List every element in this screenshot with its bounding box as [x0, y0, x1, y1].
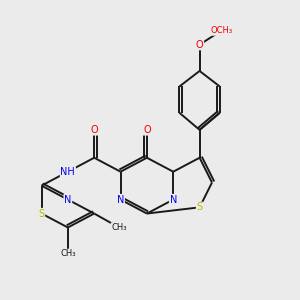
Text: O: O	[143, 125, 151, 135]
Text: O: O	[196, 40, 203, 50]
Text: N: N	[117, 195, 124, 205]
Text: N: N	[64, 195, 72, 205]
Text: CH₃: CH₃	[60, 249, 76, 258]
Text: OCH₃: OCH₃	[210, 26, 232, 35]
Text: N: N	[169, 195, 177, 205]
Text: NH: NH	[61, 167, 75, 177]
Text: CH₃: CH₃	[111, 223, 127, 232]
Text: S: S	[38, 208, 45, 218]
Text: S: S	[196, 202, 203, 212]
Text: O: O	[90, 125, 98, 135]
